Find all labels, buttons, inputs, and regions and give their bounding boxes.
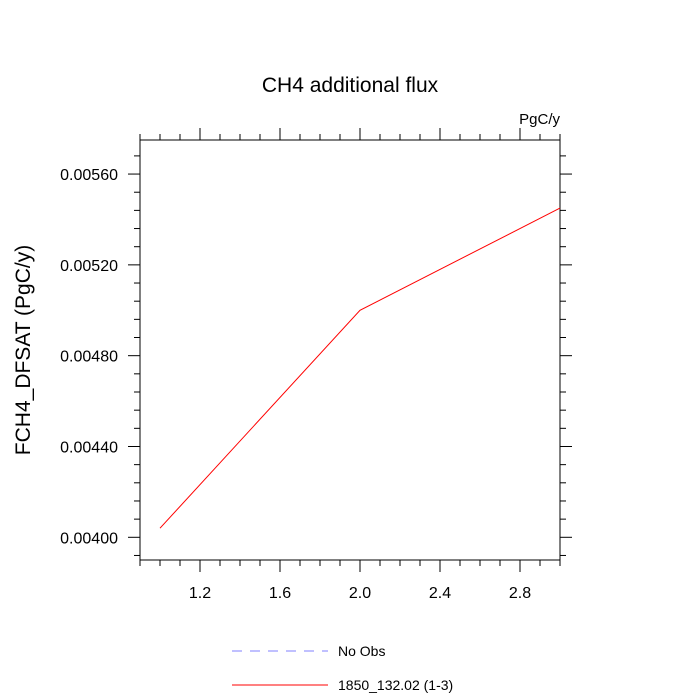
x-tick-label: 2.0 bbox=[349, 585, 371, 602]
y-tick-label: 0.00520 bbox=[60, 258, 118, 275]
y-tick-label: 0.00560 bbox=[60, 167, 118, 184]
x-tick-label: 2.4 bbox=[429, 585, 451, 602]
y-tick-label: 0.00480 bbox=[60, 349, 118, 366]
legend-label: No Obs bbox=[338, 643, 385, 659]
chart-title: CH4 additional flux bbox=[262, 74, 439, 97]
legend: No Obs 1850_132.02 (1-3) bbox=[232, 643, 453, 693]
y-tick-label: 0.00400 bbox=[60, 530, 118, 547]
x-tick-label: 1.2 bbox=[189, 585, 211, 602]
x-tick-label: 2.8 bbox=[509, 585, 531, 602]
units-label: PgC/y bbox=[519, 111, 560, 128]
series-line bbox=[159, 207, 561, 529]
legend-label: 1850_132.02 (1-3) bbox=[338, 677, 453, 693]
x-tick-label: 1.6 bbox=[269, 585, 291, 602]
y-axis-label: FCH4_DFSAT (PgC/y) bbox=[12, 245, 35, 455]
plot-area: 1.2 1.6 2.0 2.4 2.8 0.00400 0.00440 0.00480 0.00… bbox=[60, 128, 572, 602]
plot-frame bbox=[139, 139, 561, 561]
y-tick-label: 0.00440 bbox=[60, 439, 118, 456]
